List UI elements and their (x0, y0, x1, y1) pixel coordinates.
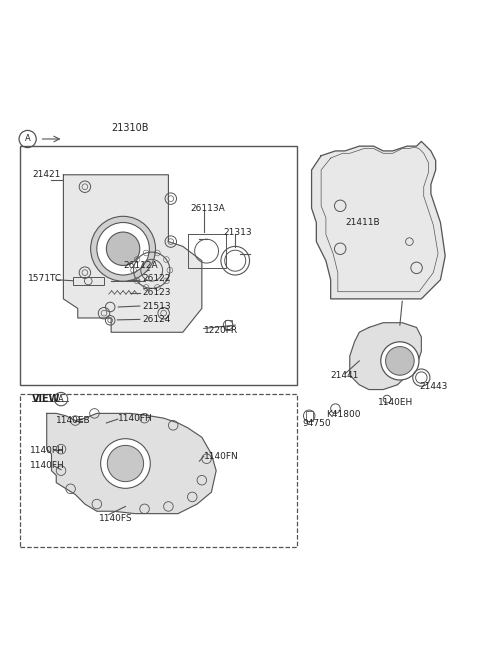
Text: 21513: 21513 (142, 301, 171, 310)
Polygon shape (47, 413, 216, 514)
Text: 1140EB: 1140EB (56, 416, 91, 425)
Circle shape (91, 216, 156, 281)
Polygon shape (63, 175, 202, 332)
Text: 21441: 21441 (331, 371, 359, 380)
Text: 21313: 21313 (223, 227, 252, 236)
Polygon shape (312, 141, 445, 299)
Text: 1140EH: 1140EH (378, 398, 414, 407)
Bar (225, 320, 232, 330)
Text: K41800: K41800 (326, 410, 360, 419)
Polygon shape (350, 323, 421, 390)
Text: 1140FN: 1140FN (204, 452, 239, 461)
Text: 21411B: 21411B (345, 218, 380, 227)
Circle shape (107, 232, 140, 265)
Text: 26124: 26124 (142, 315, 170, 324)
Circle shape (385, 346, 414, 375)
Bar (306, 411, 312, 421)
Text: 1140FS: 1140FS (99, 514, 133, 523)
Bar (73, 277, 104, 284)
Circle shape (108, 445, 144, 481)
Circle shape (97, 223, 149, 275)
Text: 1220FR: 1220FR (204, 326, 239, 335)
Text: 21310B: 21310B (111, 123, 149, 133)
Text: 1140FH: 1140FH (118, 414, 153, 422)
Text: VIEW: VIEW (33, 394, 61, 404)
Text: 26122: 26122 (142, 274, 170, 284)
Text: 1571TC: 1571TC (28, 274, 62, 284)
Text: 26112A: 26112A (123, 261, 158, 270)
Bar (21, 146, 297, 384)
Text: A: A (58, 394, 64, 403)
Text: 94750: 94750 (302, 419, 331, 428)
Text: 21421: 21421 (33, 170, 61, 179)
Text: 1140FH: 1140FH (30, 446, 65, 455)
Text: A: A (25, 134, 31, 143)
Circle shape (101, 439, 150, 489)
Circle shape (381, 342, 419, 380)
Text: 26113A: 26113A (190, 204, 225, 213)
Text: 1140FH: 1140FH (30, 461, 65, 470)
Bar (21, 394, 297, 547)
Text: 26123: 26123 (142, 288, 171, 297)
Text: 21443: 21443 (419, 382, 447, 391)
